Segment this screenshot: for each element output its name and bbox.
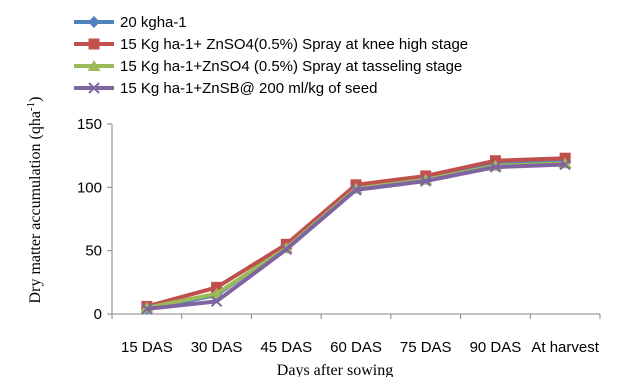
legend-item: 15 Kg ha-1+ZnSB@ 200 ml/kg of seed	[74, 80, 377, 97]
y-tick-label: 0	[94, 306, 102, 323]
legend-marker	[87, 60, 101, 71]
series-layer	[140, 152, 572, 315]
data-point	[210, 287, 224, 299]
marker-stroke	[489, 161, 502, 173]
legend-label: 15 Kg ha-1+ ZnSO4(0.5%) Spray at knee hi…	[120, 36, 468, 53]
legend-item: 15 Kg ha-1+ZnSO4 (0.5%) Spray at tasseli…	[74, 58, 462, 75]
marker-stroke	[280, 243, 292, 256]
marker-stroke	[350, 184, 362, 196]
axes	[111, 124, 600, 315]
series-4	[141, 158, 571, 315]
marker-stroke	[420, 175, 432, 187]
y-tick-label: 100	[77, 179, 102, 196]
x-tick-label: 75 DAS	[400, 339, 452, 356]
x-tick-label: At harvest	[531, 339, 599, 356]
x-tick-label: 15 DAS	[121, 339, 173, 356]
marker-stroke	[559, 158, 571, 171]
marker-stroke	[141, 303, 153, 315]
x-tick-label: 30 DAS	[191, 339, 243, 356]
y-ticks: 0 50 100 150	[77, 116, 112, 323]
legend-label: 15 Kg ha-1+ZnSB@ 200 ml/kg of seed	[120, 80, 377, 97]
legend-marker	[88, 16, 100, 28]
data-point	[211, 281, 223, 293]
legend-item: 20 kgha-1	[74, 14, 187, 31]
data-point	[420, 175, 432, 187]
marker-stroke	[88, 82, 100, 94]
y-axis-title: Dry matter accumulation (qha-1)	[25, 97, 44, 304]
legend-label: 20 kgha-1	[120, 14, 187, 31]
legend-marker	[88, 82, 100, 94]
y-axis-title-superscript: -1	[25, 102, 37, 111]
x-axis-title: Days after sowing	[277, 362, 393, 377]
legend: 20 kgha-1 15 Kg ha-1+ ZnSO4(0.5%) Spray a…	[74, 14, 468, 97]
x-ticks: 15 DAS 30 DAS 45 DAS 60 DAS 75 DAS 90 DAS At h…	[111, 314, 601, 356]
y-axis-title-close: )	[27, 97, 44, 102]
y-axis-title-main: Dry matter accumulation (qha	[27, 111, 44, 303]
data-point	[210, 295, 223, 308]
x-tick-label: 60 DAS	[330, 339, 382, 356]
data-point	[350, 184, 362, 196]
data-point	[280, 243, 292, 256]
y-tick-label: 150	[77, 116, 102, 133]
data-point	[489, 161, 502, 173]
legend-label: 15 Kg ha-1+ZnSO4 (0.5%) Spray at tasseli…	[120, 58, 462, 75]
legend-item: 15 Kg ha-1+ ZnSO4(0.5%) Spray at knee hi…	[74, 36, 468, 53]
x-tick-label: 45 DAS	[260, 339, 312, 356]
marker-stroke	[210, 295, 223, 308]
legend-marker	[88, 38, 100, 50]
data-point	[559, 158, 571, 171]
x-tick-label: 90 DAS	[470, 339, 522, 356]
y-tick-label: 50	[85, 243, 102, 260]
data-point	[141, 303, 153, 315]
series-2	[141, 152, 571, 312]
